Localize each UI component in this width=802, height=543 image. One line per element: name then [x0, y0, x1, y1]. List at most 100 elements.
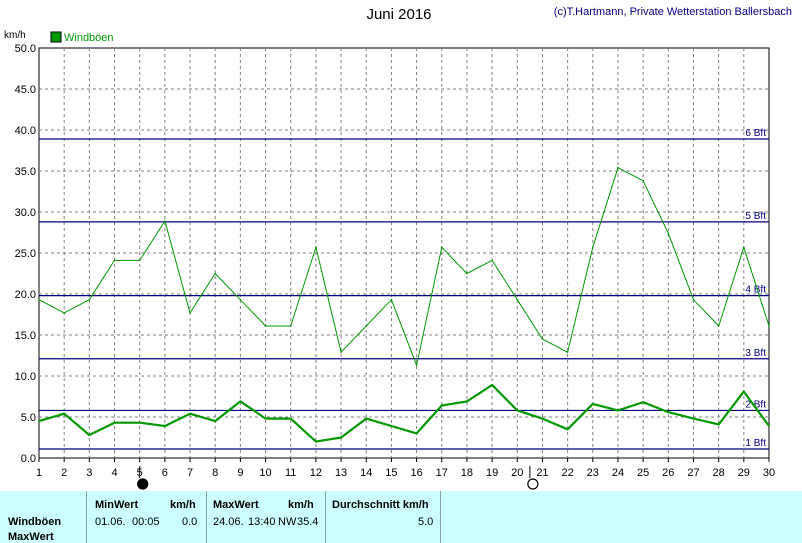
chart-canvas: 0.0 5.0 10.0 15.0 20.0 25.0 30.0 35.0 40.0 45.0 50…: [4, 30, 775, 490]
data-point-mean: [692, 417, 695, 420]
bft-label: 2 Bft: [745, 399, 766, 410]
data-point-mean: [642, 401, 644, 404]
y-tick-label: 5.0: [21, 412, 36, 424]
x-tick-label: 3: [86, 467, 92, 479]
data-point-mean: [667, 411, 670, 413]
min-unit: km/h: [170, 499, 196, 511]
x-tick-label: 26: [662, 467, 674, 479]
x-tick-label: 19: [486, 467, 498, 479]
data-point-mean: [113, 421, 116, 424]
x-tick-label: 9: [237, 467, 243, 479]
y-tick-label: 10.0: [15, 371, 36, 383]
data-point-max: [642, 180, 644, 182]
max-time: 13:40: [248, 516, 276, 528]
y-axis-unit: km/h: [4, 30, 26, 41]
x-tick-label: 18: [461, 467, 473, 479]
data-point-mean: [340, 436, 342, 439]
x-tick-label: 2: [61, 467, 67, 479]
bft-label: 3 Bft: [745, 348, 766, 359]
data-point-max: [516, 298, 519, 301]
data-point-mean: [239, 400, 242, 403]
y-tick-label: 45.0: [15, 84, 36, 96]
x-tick-label: 28: [713, 467, 725, 479]
footer-row-label-2: MaxWert: [8, 531, 54, 543]
data-point-max: [717, 325, 720, 327]
copyright-text: (c)T.Hartmann, Private Wetterstation Bal…: [553, 6, 792, 18]
data-point-max: [591, 246, 594, 249]
stats-footer: Windböen MaxWert MinWert km/h 01.06. 00:…: [0, 491, 802, 543]
data-point-mean: [88, 434, 91, 436]
data-point-max: [566, 351, 569, 354]
footer-separator: [325, 491, 326, 543]
series-line-mean: [38, 383, 770, 443]
data-point-max: [63, 312, 65, 314]
data-point-max: [415, 364, 418, 367]
x-tick-label: 7: [187, 467, 193, 479]
data-point-mean: [264, 417, 267, 420]
data-point-max: [692, 298, 695, 301]
y-tick-label: 0.0: [21, 453, 36, 465]
data-point-mean: [541, 417, 544, 420]
bft-label: 1 Bft: [745, 438, 766, 449]
data-point-max: [440, 246, 443, 249]
data-point-mean: [63, 412, 65, 415]
x-tick-label: 6: [162, 467, 168, 479]
max-unit: km/h: [288, 499, 314, 511]
min-date: 01.06.: [95, 516, 126, 528]
data-point-mean: [743, 390, 745, 393]
x-tick-label: 20: [511, 467, 523, 479]
x-tick-label: 25: [637, 467, 649, 479]
full-moon-icon: [527, 478, 539, 490]
data-point-mean: [38, 420, 40, 422]
data-point-mean: [164, 425, 166, 427]
y-tick-label: 15.0: [15, 330, 36, 342]
data-point-max: [340, 351, 342, 354]
x-tick-label: 27: [687, 467, 699, 479]
data-point-max: [113, 259, 116, 262]
min-value: 0.0: [182, 516, 198, 528]
data-point-max: [138, 259, 141, 262]
data-point-max: [491, 259, 493, 262]
x-tick-label: 17: [436, 467, 448, 479]
min-time: 00:05: [132, 516, 160, 528]
data-point-mean: [415, 432, 418, 435]
data-point-max: [38, 298, 40, 301]
data-point-mean: [566, 428, 569, 431]
data-point-mean: [466, 400, 468, 403]
y-tick-label: 50.0: [15, 43, 36, 55]
chart-title: Juni 2016: [366, 6, 432, 23]
x-tick-label: 12: [310, 467, 322, 479]
data-point-mean: [516, 409, 519, 412]
legend-label: Windböen: [64, 32, 114, 44]
avg-header: Durchschnitt km/h: [332, 499, 429, 511]
bft-label: 6 Bft: [745, 128, 766, 139]
x-tick-label: 14: [360, 467, 372, 479]
x-tick-label: 30: [763, 467, 775, 479]
x-tick-label: 21: [536, 467, 548, 479]
avg-value: 5.0: [418, 516, 434, 528]
x-tick-label: 4: [111, 467, 117, 479]
data-point-max: [214, 272, 217, 275]
series-line-max: [38, 167, 770, 366]
min-header: MinWert: [95, 499, 139, 511]
data-point-mean: [617, 409, 619, 412]
max-direction: NW: [278, 516, 297, 528]
x-tick-label: 22: [561, 467, 573, 479]
bft-label: 4 Bft: [745, 285, 766, 296]
data-point-mean: [491, 384, 493, 386]
x-tick-label: 13: [335, 467, 347, 479]
data-point-max: [390, 298, 393, 301]
y-tick-label: 30.0: [15, 207, 36, 219]
data-point-max: [164, 220, 166, 222]
x-tick-label: 23: [587, 467, 599, 479]
data-point-mean: [289, 417, 292, 420]
data-point-mean: [390, 425, 393, 427]
data-point-max: [289, 325, 292, 327]
bft-label: 5 Bft: [745, 211, 766, 222]
x-tick-label: 10: [259, 467, 271, 479]
data-point-mean: [591, 403, 594, 405]
max-header: MaxWert: [213, 499, 259, 511]
x-tick-label: 11: [285, 467, 296, 479]
data-point-mean: [365, 417, 368, 420]
max-date: 24.06.: [213, 516, 244, 528]
